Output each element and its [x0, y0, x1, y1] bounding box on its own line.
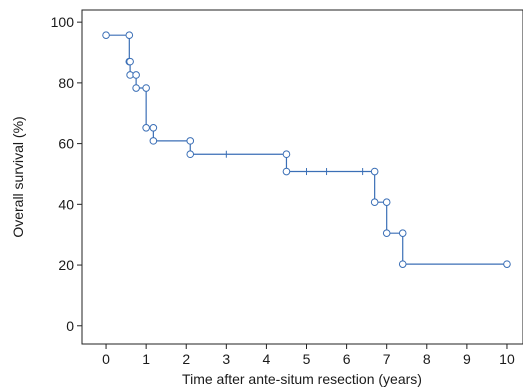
event-marker: [132, 84, 140, 92]
event-marker: [282, 167, 291, 176]
x-tick-label: 4: [263, 351, 271, 367]
x-axis-title: Time after ante-situm resection (years): [182, 371, 422, 387]
y-axis-title: Overall survival (%): [10, 116, 26, 237]
event-marker: [102, 31, 110, 40]
x-tick-label: 6: [343, 351, 351, 367]
event-marker: [186, 150, 195, 159]
y-tick-label: 60: [58, 136, 74, 152]
event-markers: [102, 31, 511, 268]
plot-frame: [81, 9, 523, 345]
event-marker: [503, 260, 511, 268]
x-tick-label: 10: [499, 351, 515, 367]
event-marker: [186, 137, 195, 145]
y-tick-label: 20: [58, 257, 74, 273]
event-marker: [126, 57, 134, 66]
event-marker: [149, 137, 158, 145]
x-tick-label: 8: [423, 351, 431, 367]
event-marker: [142, 124, 150, 132]
event-marker: [149, 124, 158, 132]
x-tick-label: 5: [303, 351, 311, 367]
x-tick-label: 1: [142, 351, 150, 367]
y-tick-label: 40: [58, 196, 74, 212]
event-marker: [398, 229, 407, 237]
y-tick-label: 80: [58, 75, 74, 91]
survival-curve: [106, 34, 507, 265]
event-marker: [370, 198, 379, 207]
event-marker: [132, 71, 140, 79]
event-marker: [125, 31, 134, 40]
y-tick-label: 0: [66, 318, 74, 334]
x-tick-label: 2: [182, 351, 190, 367]
x-tick-label: 0: [102, 351, 110, 367]
censor-marks: [225, 150, 364, 176]
event-marker: [370, 167, 379, 176]
event-marker: [142, 84, 150, 92]
event-marker: [398, 260, 407, 268]
survival-step-line: [106, 34, 507, 265]
x-tick-label: 3: [222, 351, 230, 367]
event-marker: [282, 150, 291, 159]
x-tick-label: 9: [463, 351, 471, 367]
x-tick-label: 7: [383, 351, 391, 367]
event-marker: [382, 198, 391, 207]
event-marker: [382, 229, 391, 237]
y-tick-label: 100: [51, 14, 75, 30]
